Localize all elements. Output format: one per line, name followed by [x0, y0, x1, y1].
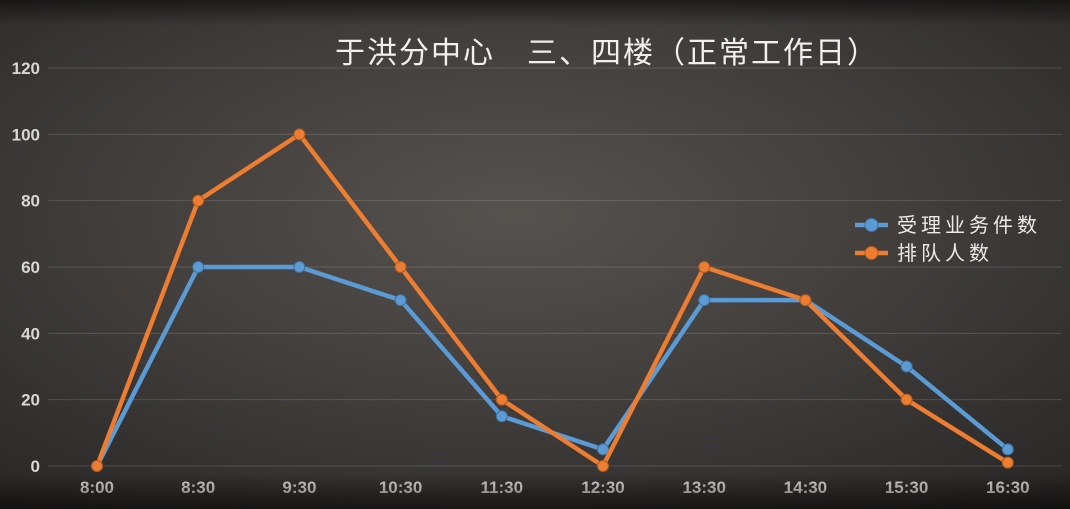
- x-axis-label: 9:30: [282, 478, 316, 497]
- chart-title: 于洪分中心 三、四楼（正常工作日）: [335, 37, 879, 70]
- data-point-marker: [1001, 443, 1014, 456]
- legend-item-label: 排队人数: [897, 242, 993, 265]
- data-point-marker: [1001, 456, 1014, 469]
- data-point-marker: [799, 294, 812, 307]
- x-axis-label: 14:30: [784, 478, 827, 497]
- data-point-marker: [698, 261, 711, 273]
- data-point-marker: [900, 393, 913, 406]
- data-point-marker: [495, 393, 508, 406]
- legend-marker-dot: [864, 218, 879, 232]
- y-axis-label: 100: [12, 125, 40, 144]
- data-point-marker: [293, 128, 306, 141]
- data-point-marker: [192, 261, 205, 273]
- data-point-marker: [91, 460, 103, 472]
- y-axis-label: 20: [21, 391, 40, 410]
- x-axis-label: 16:30: [986, 478, 1029, 497]
- data-point-marker: [394, 294, 407, 307]
- y-axis-label: 60: [21, 258, 40, 277]
- y-axis-label: 40: [21, 324, 40, 343]
- legend-marker-dot: [864, 246, 879, 260]
- x-axis-label: 8:00: [80, 478, 114, 497]
- x-axis-label: 15:30: [885, 478, 928, 497]
- data-point-marker: [394, 261, 407, 273]
- data-point-marker: [900, 360, 913, 373]
- data-point-marker: [293, 261, 306, 273]
- legend-item-label: 受理业务件数: [897, 214, 1041, 237]
- data-point-marker: [495, 410, 508, 423]
- y-axis-label: 120: [12, 59, 40, 78]
- y-axis-label: 80: [21, 192, 40, 211]
- data-point-marker: [192, 194, 205, 207]
- x-axis-label: 10:30: [379, 478, 422, 497]
- data-point-marker: [597, 443, 609, 456]
- x-axis-label: 12:30: [581, 478, 624, 497]
- y-axis-label: 0: [31, 457, 40, 476]
- x-axis-label: 8:30: [181, 478, 215, 497]
- data-point-marker: [698, 294, 711, 307]
- x-axis-label: 13:30: [682, 478, 725, 497]
- x-axis-label: 11:30: [481, 478, 524, 497]
- data-point-marker: [597, 460, 609, 472]
